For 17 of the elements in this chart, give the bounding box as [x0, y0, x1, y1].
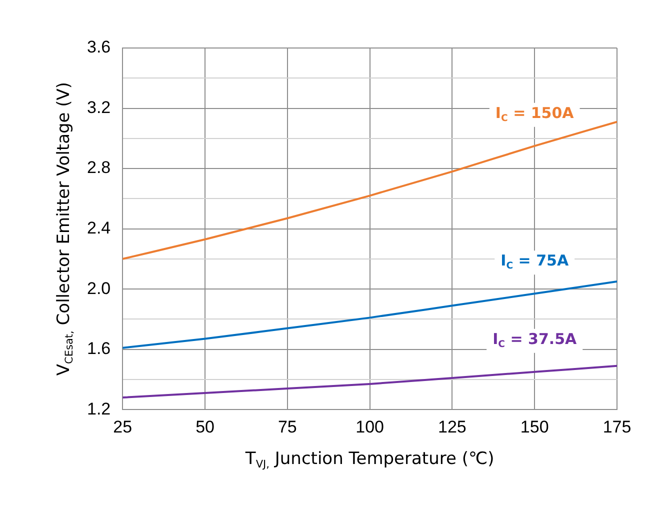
y-tick-label: 2.8 — [86, 158, 111, 178]
y-tick-label: 1.6 — [86, 339, 111, 358]
x-tick-label: 125 — [438, 417, 466, 436]
x-tick-label: 100 — [356, 417, 384, 436]
x-tick-label: 25 — [113, 417, 132, 436]
y-tick-label: 3.2 — [86, 98, 111, 117]
y-tick-label: 2.0 — [86, 278, 111, 298]
line-series — [122, 280, 617, 349]
x-tick-label: 175 — [602, 417, 632, 436]
x-tick-label: 50 — [196, 417, 214, 436]
x-tick-label: 75 — [278, 417, 297, 436]
x-tick-label: 150 — [520, 417, 549, 436]
y-axis-title: VCEsat, Collector Emitter Voltage (V) — [54, 82, 76, 376]
y-tick-label: 2.4 — [86, 218, 111, 238]
line-series — [122, 364, 617, 399]
y-tick-label: 3.6 — [86, 38, 111, 57]
y-tick-label: 1.2 — [86, 399, 111, 418]
